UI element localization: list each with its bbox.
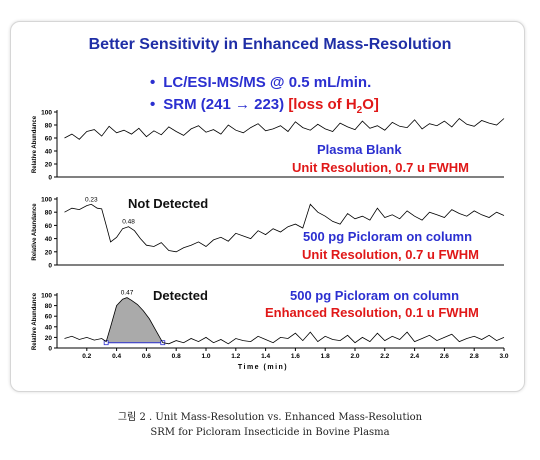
y-axis-label: Relative Abundance <box>32 115 38 173</box>
x-tick-label: 2.6 <box>440 353 449 360</box>
y-tick-label: 100 <box>41 110 52 117</box>
y-axis-label: Relative Abundance <box>32 292 38 350</box>
caption-line2: SRM for Picloram Insecticide in Bovine P… <box>150 427 390 438</box>
x-tick-label: 1.2 <box>231 353 240 360</box>
y-tick-label: 20 <box>45 162 53 169</box>
y-tick-label: 20 <box>45 249 53 256</box>
y-tick-label: 100 <box>41 293 52 300</box>
y-axis-label: Relative Abundance <box>32 203 38 261</box>
x-tick-label: 0.2 <box>82 353 91 360</box>
bullet-glyph: • <box>150 96 156 113</box>
bullet-method-text: LC/ESI-MS/MS @ 0.5 mL/min. <box>163 74 372 91</box>
x-tick-label: 0.4 <box>112 353 121 360</box>
peak-annotation: 0.47 <box>121 290 134 297</box>
y-tick-label: 40 <box>45 324 53 331</box>
x-tick-label: 1.4 <box>261 353 270 360</box>
y-tick-label: 40 <box>45 236 53 243</box>
trace-line <box>64 203 505 253</box>
y-tick-label: 100 <box>41 197 52 204</box>
y-tick-label: 0 <box>48 263 52 270</box>
peak-area <box>106 297 163 343</box>
panel3-status: Detected <box>153 288 208 303</box>
y-tick-label: 80 <box>45 303 53 310</box>
y-tick-label: 80 <box>45 210 53 217</box>
panel2-label2: Unit Resolution, 0.7 u FWHM <box>302 247 479 262</box>
x-tick-label: 3.0 <box>499 353 508 360</box>
y-tick-label: 60 <box>45 136 53 143</box>
slide-frame <box>10 21 525 392</box>
x-tick-label: 0.8 <box>172 353 181 360</box>
bullet-srm-loss: [loss of H2O] <box>288 96 379 116</box>
trace-line <box>64 117 505 140</box>
bullet-method: • LC/ESI-MS/MS @ 0.5 mL/min. <box>150 74 371 91</box>
x-tick-label: 1.6 <box>291 353 300 360</box>
peak-annotation: 0.23 <box>85 196 98 203</box>
x-tick-label: 2.4 <box>410 353 419 360</box>
x-tick-label: 2.8 <box>470 353 479 360</box>
panel1-label1: Plasma Blank <box>317 142 402 157</box>
bullet-glyph: • <box>150 74 156 91</box>
y-tick-label: 20 <box>45 335 53 342</box>
y-tick-label: 0 <box>48 346 52 353</box>
y-tick-label: 0 <box>48 175 52 182</box>
panel1-label2: Unit Resolution, 0.7 u FWHM <box>292 160 469 175</box>
x-tick-label: 0.6 <box>142 353 151 360</box>
x-tick-label: 2.2 <box>380 353 389 360</box>
caption-line1: 그림 2 . Unit Mass-Resolution vs. Enhanced… <box>117 412 423 423</box>
panel3-label1: 500 pg Picloram on column <box>290 288 460 303</box>
bullet-srm-text: SRM (241 → 223) <box>163 96 289 113</box>
x-axis-label: Time (min) <box>238 364 288 371</box>
x-tick-label: 1.8 <box>321 353 330 360</box>
figure-caption: 그림 2 . Unit Mass-Resolution vs. Enhanced… <box>0 410 540 440</box>
peak-annotation: 0.48 <box>122 219 135 226</box>
y-tick-label: 40 <box>45 149 53 156</box>
panel2-status: Not Detected <box>128 196 209 211</box>
y-tick-label: 80 <box>45 123 53 130</box>
trace-line <box>64 297 505 345</box>
x-tick-label: 1.0 <box>201 353 210 360</box>
x-tick-label: 2.0 <box>350 353 359 360</box>
slide-title: Better Sensitivity in Enhanced Mass-Reso… <box>88 36 452 53</box>
panel2-label1: 500 pg Picloram on column <box>303 229 473 244</box>
bullet-srm: • SRM (241 → 223) [loss of H2O] <box>150 96 379 116</box>
y-tick-label: 60 <box>45 314 53 321</box>
panel3-label2: Enhanced Resolution, 0.1 u FWHM <box>265 305 479 320</box>
y-tick-label: 60 <box>45 223 53 230</box>
